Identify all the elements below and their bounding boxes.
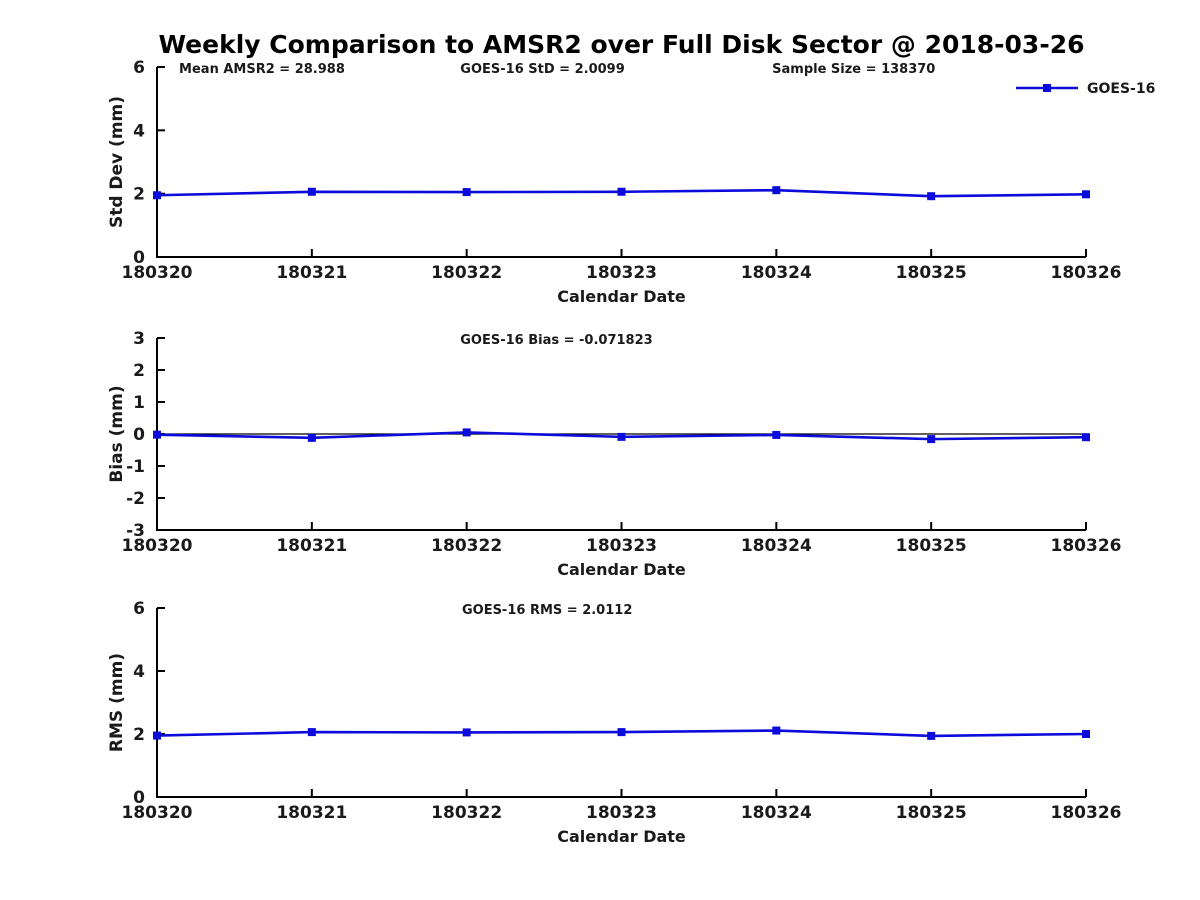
subplot-stddev-y-axis-label: Std Dev (mm)	[107, 96, 127, 228]
subplot-stddev-x-tick-label: 180321	[276, 263, 347, 283]
subplot-stddev-x-tick-label: 180326	[1051, 263, 1122, 283]
subplot-stddev-x-tick-label: 180320	[122, 263, 193, 283]
subplot-stddev-data-marker	[772, 186, 781, 195]
subplot-stddev-x-tick-label: 180323	[586, 263, 657, 283]
subplot-bias-y-tick-label: 2	[133, 361, 145, 381]
subplot-bias-data-marker	[927, 435, 936, 444]
subplot-bias-y-axis-label: Bias (mm)	[107, 385, 127, 482]
figure-title: Weekly Comparison to AMSR2 over Full Dis…	[158, 30, 1085, 59]
subplot-rms-data-marker	[1082, 730, 1090, 738]
subplot-bias-y-tick-label: -3	[126, 521, 145, 541]
subplot-rms-y-tick-label: 4	[133, 662, 145, 682]
subplot-rms-data-marker	[617, 728, 626, 737]
subplot-stddev-data-marker	[462, 188, 471, 197]
subplot-stddev-data-marker	[927, 192, 936, 201]
subplot-rms-data-marker	[462, 728, 471, 737]
subplot-rms-data-marker	[153, 731, 161, 740]
subplot-stddev-axis-lines	[156, 67, 1086, 258]
subplot-stddev-data-marker	[307, 187, 316, 196]
subplot-bias-x-tick-label: 180325	[896, 536, 967, 556]
subplot-stddev-y-tick-label: 6	[133, 58, 145, 78]
subplot-stddev-data-marker	[153, 191, 161, 200]
subplot-bias-x-axis-label: Calendar Date	[557, 560, 686, 579]
subplot-stddev-annotation: GOES-16 StD = 2.0099	[460, 62, 624, 77]
subplot-bias-data-marker	[1082, 433, 1090, 442]
subplot-stddev-annotation: Sample Size = 138370	[772, 62, 935, 77]
subplot-stddev-y-tick-label: 4	[133, 121, 145, 141]
subplot-rms-x-tick-label: 180326	[1051, 803, 1122, 823]
subplot-stddev-x-tick-label: 180322	[431, 263, 502, 283]
subplot-bias-y-tick-label: -2	[126, 489, 145, 509]
subplot-stddev-x-tick-label: 180324	[741, 263, 812, 283]
subplot-bias-x-tick-label: 180326	[1051, 536, 1122, 556]
subplot-rms-data-marker	[772, 726, 781, 735]
subplot-rms-x-axis-label: Calendar Date	[557, 827, 686, 846]
subplot-rms-x-tick-label: 180321	[276, 803, 347, 823]
subplot-rms-data-marker	[927, 731, 936, 740]
subplot-bias-y-tick-label: 1	[133, 393, 145, 413]
subplot-rms-axis-lines	[156, 608, 1086, 798]
subplot-bias-data-marker	[307, 433, 316, 442]
subplot-rms-y-axis-label: RMS (mm)	[107, 653, 127, 752]
subplot-bias-data-marker	[772, 430, 781, 439]
subplot-rms-y-tick-label: 0	[133, 788, 145, 808]
subplot-bias-x-tick-label: 180321	[276, 536, 347, 556]
subplot-stddev-legend-label: GOES-16	[1087, 81, 1155, 97]
subplot-stddev-x-axis-label: Calendar Date	[557, 287, 686, 306]
subplot-rms-x-tick-label: 180325	[896, 803, 967, 823]
subplot-stddev-data-marker	[1082, 190, 1090, 199]
subplot-bias-x-tick-label: 180322	[431, 536, 502, 556]
subplot-stddev-y-tick-label: 2	[133, 185, 145, 205]
subplot-rms-y-tick-label: 6	[133, 599, 145, 619]
subplot-rms-x-tick-label: 180322	[431, 803, 502, 823]
subplot-rms-annotation: GOES-16 RMS = 2.0112	[462, 603, 632, 618]
subplot-stddev-data-marker	[617, 187, 626, 196]
subplot-rms-y-tick-label: 2	[133, 725, 145, 745]
subplot-bias-data-marker	[462, 428, 471, 437]
subplot-bias-x-tick-label: 180320	[122, 536, 193, 556]
subplot-bias-x-tick-label: 180324	[741, 536, 812, 556]
subplot-bias-data-marker	[617, 432, 626, 441]
subplot-rms-data-marker	[307, 728, 316, 737]
subplot-bias-y-tick-label: 0	[133, 425, 145, 445]
subplot-rms-x-tick-label: 180324	[741, 803, 812, 823]
subplot-stddev-legend-marker	[1043, 84, 1051, 92]
subplot-stddev-y-tick-label: 0	[133, 248, 145, 268]
subplot-bias-y-tick-label: -1	[126, 457, 145, 477]
subplot-bias-annotation: GOES-16 Bias = -0.071823	[460, 333, 652, 348]
subplot-stddev-x-tick-label: 180325	[896, 263, 967, 283]
subplot-rms-x-tick-label: 180320	[122, 803, 193, 823]
subplot-rms-x-tick-label: 180323	[586, 803, 657, 823]
subplot-bias-y-tick-label: 3	[133, 329, 145, 349]
subplot-stddev-annotation: Mean AMSR2 = 28.988	[179, 62, 345, 77]
subplot-bias-data-marker	[153, 430, 161, 439]
subplot-bias-x-tick-label: 180323	[586, 536, 657, 556]
